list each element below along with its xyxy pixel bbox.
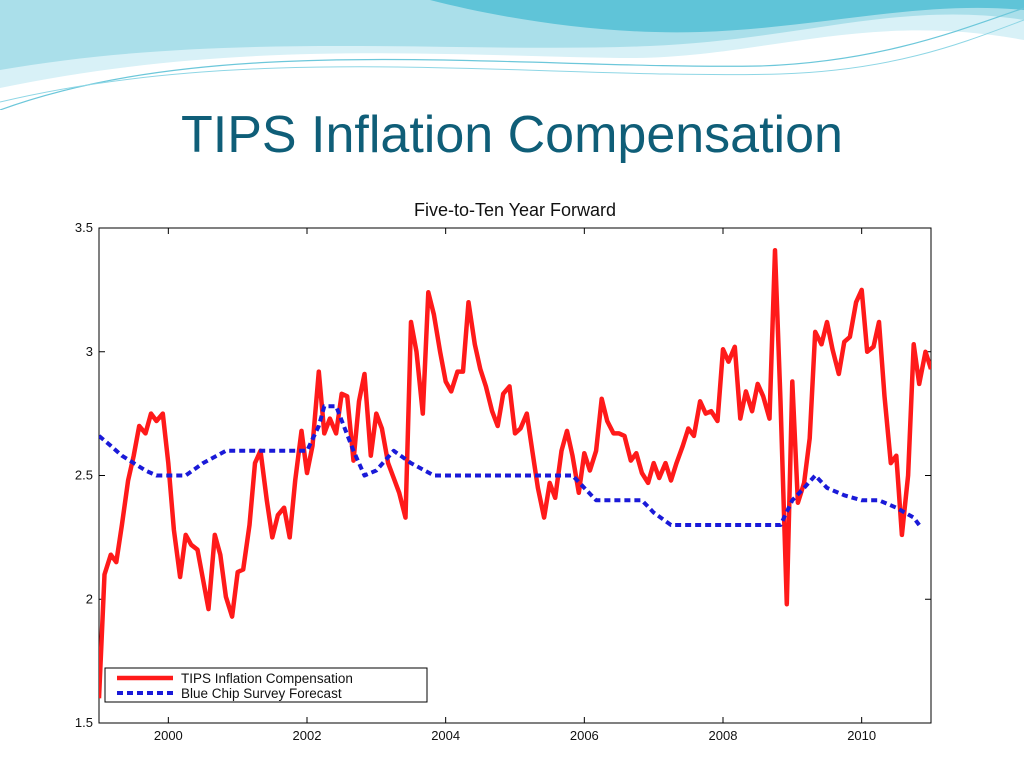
y-tick-label: 2.5 bbox=[75, 468, 93, 483]
x-tick-label: 2002 bbox=[293, 728, 322, 743]
x-tick-label: 2010 bbox=[847, 728, 876, 743]
y-tick-label: 3.5 bbox=[75, 220, 93, 235]
plot-frame bbox=[98, 227, 932, 724]
legend-label-bluechip: Blue Chip Survey Forecast bbox=[181, 686, 342, 701]
y-tick-label: 3 bbox=[86, 344, 93, 359]
wave-dark-band bbox=[430, 0, 1024, 33]
x-tick-label: 2006 bbox=[570, 728, 599, 743]
wave-line-2 bbox=[0, 19, 1024, 103]
legend: TIPS Inflation Compensation Blue Chip Su… bbox=[104, 667, 428, 703]
legend-label-tips: TIPS Inflation Compensation bbox=[181, 671, 353, 686]
wave-line-1 bbox=[0, 7, 1024, 110]
y-tick-label: 1.5 bbox=[75, 715, 93, 730]
x-tick-label: 2004 bbox=[431, 728, 460, 743]
series-line-bluechip bbox=[99, 404, 921, 527]
line-chart: Five-to-Ten Year Forward 1.5 2 2.5 3 3.5 2000… bbox=[75, 200, 932, 743]
x-tick-label: 2000 bbox=[154, 728, 183, 743]
axis-ticks: 1.5 2 2.5 3 3.5 2000 2002 2004 2006 2008 2010 bbox=[75, 220, 931, 743]
series-layer bbox=[99, 248, 931, 699]
decorative-wave-header bbox=[0, 0, 1024, 110]
y-tick-label: 2 bbox=[86, 591, 93, 606]
x-tick-label: 2008 bbox=[709, 728, 738, 743]
legend-box bbox=[104, 667, 428, 703]
chart-title: Five-to-Ten Year Forward bbox=[414, 200, 616, 220]
chart-panel: Five-to-Ten Year Forward 1.5 2 2.5 3 3.5 2000… bbox=[44, 196, 980, 756]
slide-title: TIPS Inflation Compensation bbox=[181, 106, 843, 164]
series-line-tips bbox=[99, 248, 931, 699]
